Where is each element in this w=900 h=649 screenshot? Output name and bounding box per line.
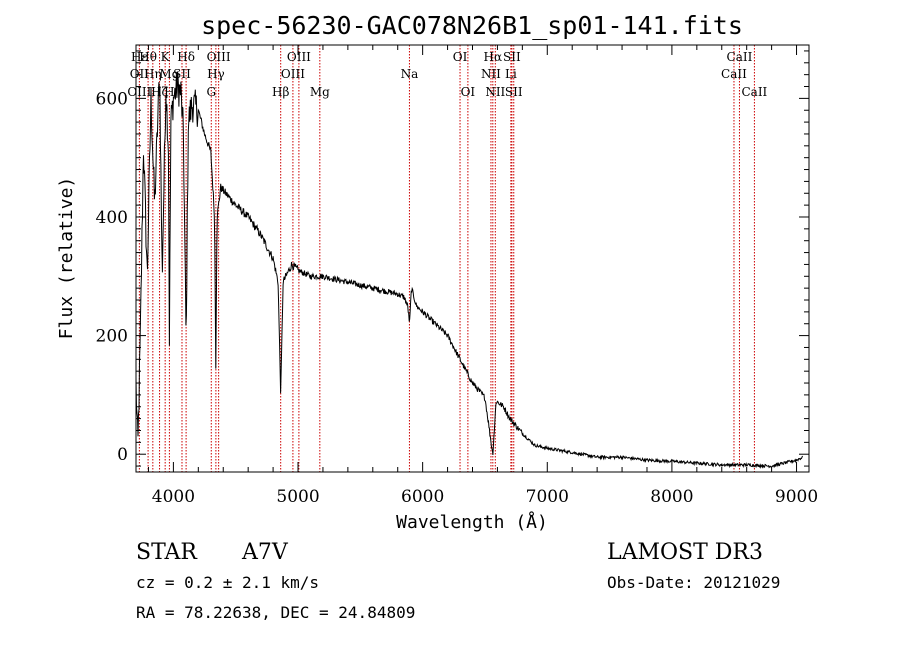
emission-line-labels: HεOIIOIIIHθHηHζKHMgSIIHδGHγOIIIHβOIIIOII… bbox=[127, 50, 767, 99]
emission-line-label: Mg bbox=[159, 67, 179, 81]
emission-line-label: Hγ bbox=[207, 67, 225, 81]
x-tick-label: 8000 bbox=[650, 487, 693, 507]
object-class: STAR bbox=[136, 540, 198, 565]
emission-line-label: OIII bbox=[207, 50, 231, 64]
emission-line-label: CaII bbox=[721, 67, 747, 81]
emission-line-label: Hα bbox=[484, 50, 503, 64]
x-axis-ticks: 4000 5000 6000 7000 8000 9000 bbox=[147, 45, 818, 507]
emission-line-label: OIII bbox=[127, 85, 151, 99]
y-tick-label: 400 bbox=[96, 208, 128, 228]
emission-line-label: OIII bbox=[287, 50, 311, 64]
emission-line-label: Hθ bbox=[139, 50, 157, 64]
chart-title: spec-56230-GAC078N26B1_sp01-141.fits bbox=[201, 11, 743, 40]
emission-line-label: CaII bbox=[741, 85, 767, 99]
survey-name: LAMOST DR3 bbox=[607, 540, 763, 565]
emission-line-label: Mg bbox=[310, 85, 330, 99]
emission-line-label: Hε bbox=[131, 50, 148, 64]
emission-line-label: OI bbox=[461, 85, 476, 99]
emission-line-label: G bbox=[206, 85, 216, 99]
y-tick-label: 200 bbox=[96, 327, 128, 347]
emission-line-label: OII bbox=[130, 67, 150, 81]
y-axis-ticks: 0 200 400 600 bbox=[96, 50, 809, 467]
emission-line-label: Li bbox=[505, 67, 517, 81]
emission-line-label: OIII bbox=[281, 67, 305, 81]
y-tick-label: 600 bbox=[96, 89, 128, 109]
emission-line-label: CaII bbox=[727, 50, 753, 64]
redshift-cz: cz = 0.2 ± 2.1 km/s bbox=[136, 573, 319, 592]
emission-line-label: K bbox=[161, 50, 171, 64]
x-tick-label: 7000 bbox=[526, 487, 569, 507]
x-axis-label: Wavelength (Å) bbox=[396, 511, 548, 533]
observation-date: Obs-Date: 20121029 bbox=[607, 573, 780, 592]
x-tick-label: 9000 bbox=[775, 487, 818, 507]
emission-line-label: SII bbox=[505, 85, 523, 99]
emission-line-label: H bbox=[164, 85, 174, 99]
emission-line-label: OI bbox=[453, 50, 468, 64]
emission-line-markers bbox=[138, 45, 755, 472]
spectrum-line bbox=[135, 72, 803, 469]
y-tick-label: 0 bbox=[117, 445, 128, 465]
emission-line-label: Na bbox=[401, 67, 419, 81]
emission-line-label: Hβ bbox=[272, 85, 289, 99]
emission-line-label: Hδ bbox=[177, 50, 195, 64]
emission-line-label: Hη bbox=[144, 67, 162, 81]
emission-line-label: SII bbox=[503, 50, 521, 64]
x-tick-label: 5000 bbox=[276, 487, 319, 507]
object-subclass: A7V bbox=[241, 540, 289, 565]
x-tick-label: 4000 bbox=[152, 487, 195, 507]
y-axis-label: Flux (relative) bbox=[56, 177, 77, 340]
emission-line-label: NII bbox=[481, 67, 501, 81]
x-tick-label: 6000 bbox=[401, 487, 444, 507]
ra-dec-coordinates: RA = 78.22638, DEC = 24.84809 bbox=[136, 603, 415, 622]
plot-frame bbox=[135, 44, 810, 473]
emission-line-label: NII bbox=[485, 85, 505, 99]
